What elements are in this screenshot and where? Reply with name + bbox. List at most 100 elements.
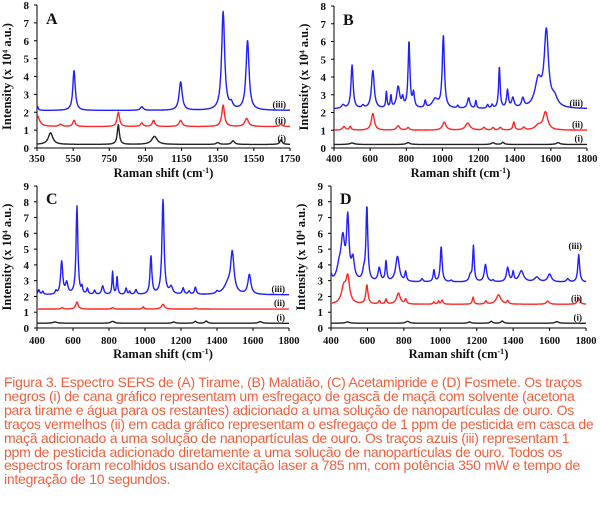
spectrum-trace-i (36, 124, 291, 146)
y-tick-label: 0 (24, 143, 30, 155)
spectrum-trace-iii (330, 206, 587, 283)
y-tick-label: 3 (318, 276, 324, 288)
x-tick-label: 1800 (576, 336, 597, 347)
x-tick-label: 750 (101, 154, 117, 165)
x-tick-label: 550 (65, 154, 81, 165)
y-tick-label: 0 (24, 323, 30, 335)
y-tick-label: 6 (321, 37, 327, 49)
y-tick-label: 8 (318, 197, 324, 209)
x-tick-label: 1600 (539, 336, 560, 347)
trace-label-ii: (ii) (572, 119, 583, 129)
x-axis-label: Raman shift (cm-1) (409, 347, 509, 362)
spectrum-trace-i (333, 141, 588, 146)
y-tick-label: 1 (321, 125, 327, 137)
y-tick-label: 8 (24, 197, 30, 209)
trace-label-i: (i) (574, 312, 583, 322)
y-axis-label: Intensity (x 10⁴ a.u.) (297, 24, 311, 131)
x-tick-label: 1200 (171, 336, 192, 347)
y-tick-label: 1 (24, 125, 30, 137)
y-tick-label: 7 (24, 18, 30, 30)
x-tick-label: 400 (323, 336, 339, 347)
panel-letter: C (46, 191, 58, 208)
y-tick-label: 4 (318, 260, 324, 272)
y-tick-label: 3 (321, 90, 327, 102)
spectrum-trace-ii (330, 273, 587, 305)
y-tick-label: 3 (24, 89, 30, 101)
spectrum-trace-i (36, 320, 290, 324)
y-tick-label: 1 (24, 307, 30, 319)
x-tick-label: 1350 (207, 154, 228, 165)
x-tick-label: 350 (29, 154, 45, 165)
y-tick-label: 5 (24, 244, 30, 256)
panel-letter: D (340, 191, 352, 208)
trace-label-i: (i) (278, 133, 287, 143)
trace-label-iii: (iii) (272, 284, 286, 294)
y-tick-label: 4 (321, 72, 327, 84)
x-tick-label: 1200 (466, 336, 487, 347)
y-tick-label: 6 (24, 228, 30, 240)
x-tick-label: 800 (398, 154, 414, 165)
y-tick-label: 6 (318, 228, 324, 240)
x-tick-label: 1400 (503, 336, 524, 347)
y-tick-label: 5 (24, 54, 30, 66)
y-tick-label: 1 (318, 307, 324, 319)
trace-label-iii: (iii) (273, 99, 287, 109)
trace-label-i: (i) (575, 133, 584, 143)
x-tick-label: 1200 (468, 154, 489, 165)
y-tick-label: 4 (24, 72, 30, 84)
chart-panel-b: 0 1 2 3 4 5 6 7 8 400 600 800 1000 1200 1400 1600 1800 Ra… (297, 1, 598, 180)
chart-panel-a: 0 1 2 3 4 5 6 7 8 350 550 750 950 1150 1350 1550 1750 Ram… (0, 0, 301, 180)
y-tick-label: 0 (318, 323, 324, 335)
x-tick-label: 1000 (135, 336, 156, 347)
chart-panel-d: 0 1 2 3 4 5 6 7 8 9 400 600 800 1000 1200 1400 1600 1800 R… (294, 181, 597, 361)
superscript: -1 (500, 166, 507, 175)
figure-caption: Figura 3. Espectro SERS de (A) Tirame, (… (4, 374, 594, 488)
y-tick-label: 7 (24, 213, 30, 225)
x-tick-label: 1550 (243, 154, 264, 165)
x-tick-label: 1000 (432, 154, 453, 165)
panel-letter: A (46, 11, 58, 28)
y-tick-label: 9 (24, 181, 30, 193)
x-tick-label: 1400 (504, 154, 525, 165)
y-tick-label: 2 (24, 291, 30, 303)
y-tick-label: 3 (24, 276, 30, 288)
trace-label-iii: (iii) (569, 241, 583, 251)
x-tick-label: 1150 (171, 154, 191, 165)
y-tick-label: 2 (24, 107, 30, 119)
y-axis-label: Intensity (x 10⁴ a.u.) (294, 204, 308, 311)
x-tick-label: 400 (29, 336, 45, 347)
spectrum-trace-ii (333, 110, 588, 131)
y-tick-label: 4 (24, 260, 30, 272)
y-tick-label: 2 (321, 108, 327, 120)
x-tick-label: 800 (101, 336, 117, 347)
y-axis-label: Intensity (x 10⁴ a.u.) (0, 204, 14, 311)
trace-label-ii: (ii) (571, 293, 582, 303)
y-tick-label: 5 (321, 54, 327, 66)
x-axis-label: Raman shift (cm-1) (411, 166, 511, 181)
y-tick-label: 5 (318, 244, 324, 256)
superscript: -1 (203, 166, 210, 175)
spectrum-trace-iii (333, 27, 588, 110)
y-tick-label: 6 (24, 36, 30, 48)
y-tick-label: 8 (24, 0, 30, 12)
y-tick-label: 7 (318, 213, 324, 225)
x-tick-label: 1400 (207, 336, 228, 347)
trace-label-ii: (ii) (275, 116, 286, 126)
spectrum-trace-iii (36, 198, 290, 296)
x-tick-label: 400 (326, 154, 342, 165)
y-tick-label: 8 (321, 1, 327, 13)
x-tick-label: 1000 (430, 336, 451, 347)
x-tick-label: 1600 (243, 336, 264, 347)
chart-panel-c: 0 1 2 3 4 5 6 7 8 9 400 600 800 1000 1200 1400 1600 1800 R… (0, 181, 300, 361)
spectrum-trace-i (330, 320, 587, 324)
x-tick-label: 1800 (577, 154, 598, 165)
x-tick-label: 600 (362, 154, 378, 165)
x-tick-label: 1800 (279, 336, 300, 347)
x-tick-label: 1750 (280, 154, 301, 165)
trace-label-i: (i) (277, 312, 286, 322)
x-tick-label: 950 (138, 154, 154, 165)
y-tick-label: 2 (318, 291, 324, 303)
x-tick-label: 1600 (540, 154, 561, 165)
y-axis-label: Intensity (x 10⁴ a.u.) (0, 23, 14, 130)
